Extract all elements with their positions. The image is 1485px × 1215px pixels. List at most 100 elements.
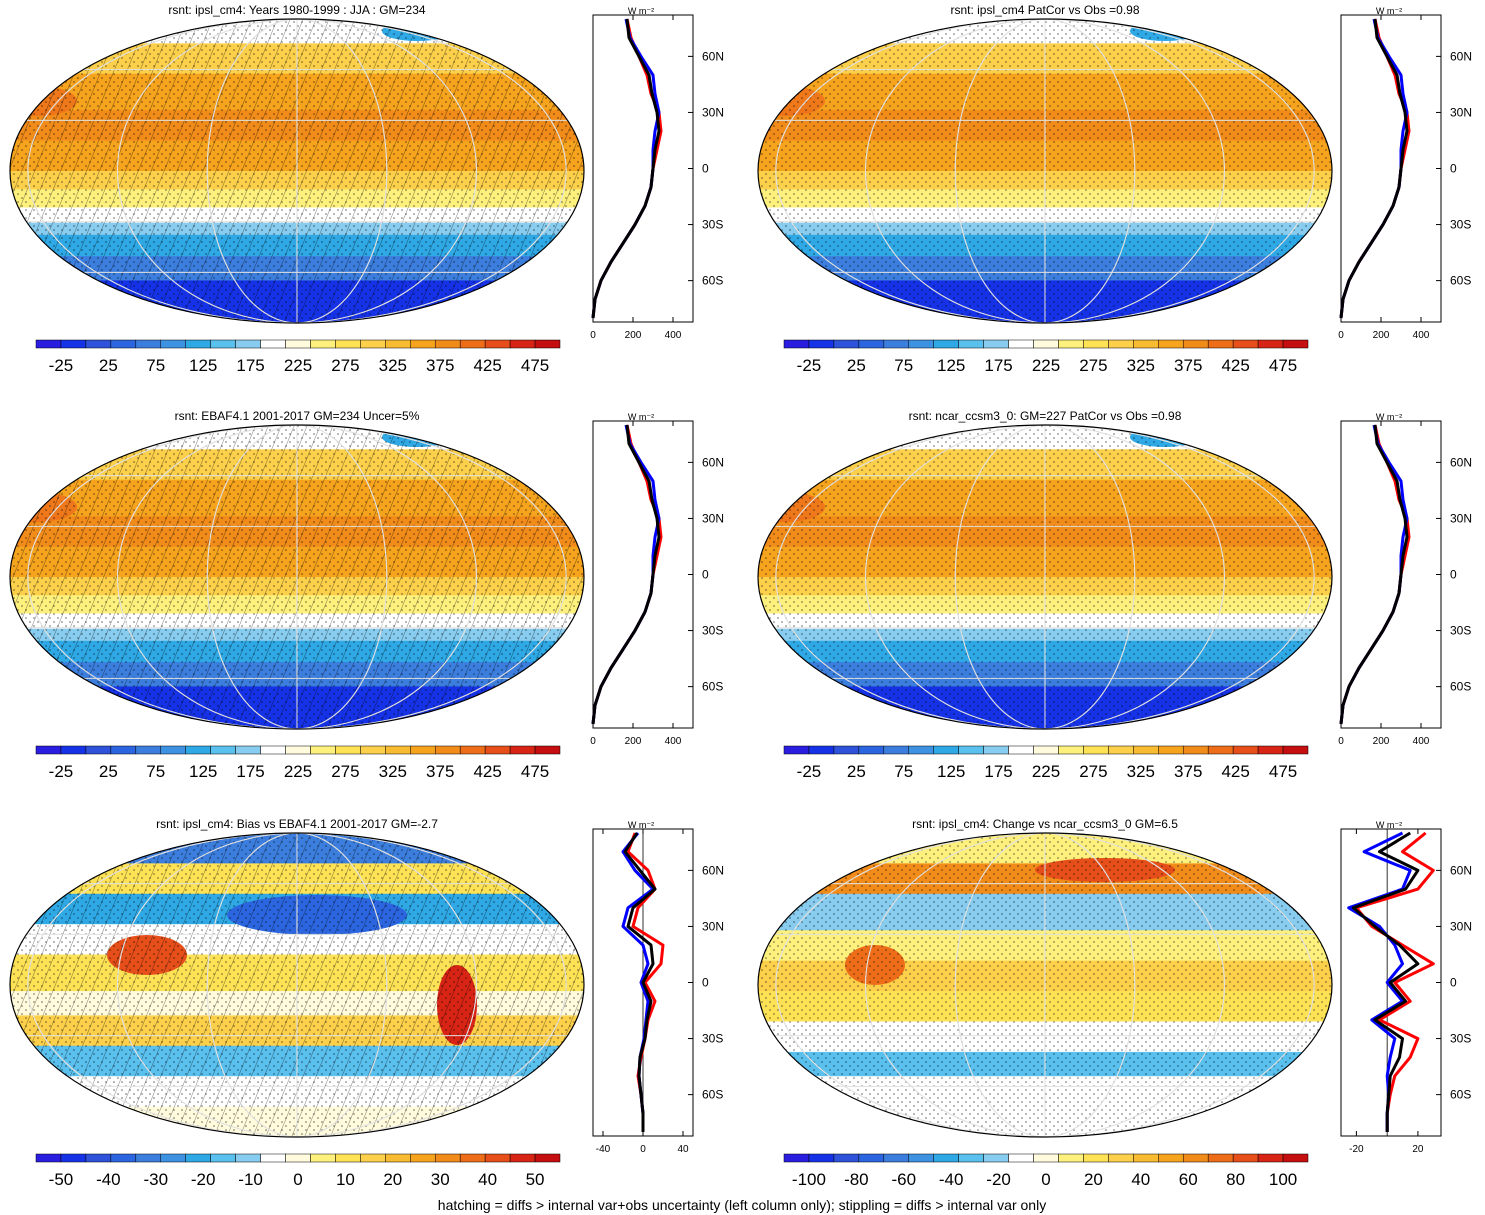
colorbar-label: 325 — [379, 356, 407, 375]
colorbar-label: 225 — [1032, 762, 1060, 781]
profile-x-tick: 0 — [590, 736, 596, 747]
map-outline — [9, 424, 585, 730]
colorbar-label: 325 — [1127, 356, 1155, 375]
profile-lat-label: 60N — [702, 455, 724, 469]
panel-3: rsnt: EBAF4.1 2001-2017 GM=234 Uncer=5% -… — [9, 409, 724, 781]
colorbar-label: 475 — [521, 762, 549, 781]
colorbar-label: -60 — [891, 1170, 916, 1189]
profile-lat-label: 30S — [1450, 218, 1471, 232]
profile-line — [1351, 831, 1420, 1132]
colorbar-label: -40 — [939, 1170, 964, 1189]
profile-unit: W m⁻² — [1376, 820, 1402, 830]
profile-lat-label: 30N — [1450, 105, 1472, 119]
profile-unit: W m⁻² — [628, 6, 654, 16]
profile-lat-label: 30N — [1450, 919, 1472, 933]
profile-lat-label: 0 — [702, 162, 709, 176]
profile-lat-label: 60S — [702, 680, 723, 694]
map — [758, 425, 1332, 729]
panel-title: rsnt: ncar_ccsm3_0: GM=227 PatCor vs Obs… — [909, 409, 1182, 423]
colorbar-label: -25 — [49, 762, 74, 781]
colorbar-label: 25 — [847, 356, 866, 375]
panel-title: rsnt: ipsl_cm4: Bias vs EBAF4.1 2001-201… — [156, 817, 438, 831]
colorbar-label: 125 — [937, 356, 965, 375]
colorbar-label: 125 — [937, 762, 965, 781]
profile-lat-label: 30S — [702, 624, 723, 638]
map — [10, 19, 584, 323]
profile-line — [1354, 831, 1435, 1132]
colorbar: -25 25 75 125 175 225 275 325 375 425 475 — [35, 339, 561, 375]
profile-lat-label: 0 — [702, 568, 709, 582]
profile: W m⁻² 0 200 400 60N 30N 0 30S 60S — [1338, 412, 1472, 747]
profile-lat-label: 30N — [702, 105, 724, 119]
colorbar-label: -20 — [191, 1170, 216, 1189]
colorbar-label: 30 — [431, 1170, 450, 1189]
colorbar-label: 0 — [293, 1170, 302, 1189]
map-outline — [757, 832, 1333, 1138]
colorbar-label: -25 — [49, 356, 74, 375]
profile-lat-label: 30S — [702, 1032, 723, 1046]
colorbar-label: 175 — [984, 762, 1012, 781]
profile-x-tick: 200 — [625, 330, 642, 341]
colorbar-label: 75 — [894, 356, 913, 375]
panel-4: rsnt: ncar_ccsm3_0: GM=227 PatCor vs Obs… — [757, 409, 1472, 781]
profile-lat-label: 60S — [1450, 1088, 1471, 1102]
profile-x-tick: 200 — [1373, 736, 1390, 747]
colorbar-label: 75 — [894, 762, 913, 781]
colorbar-label: 175 — [236, 356, 264, 375]
colorbar-label: 475 — [1269, 762, 1297, 781]
panel-title: rsnt: EBAF4.1 2001-2017 GM=234 Uncer=5% — [175, 409, 420, 423]
profile-x-tick: -40 — [596, 1144, 611, 1155]
colorbar-label: 100 — [1269, 1170, 1297, 1189]
colorbar-label: -50 — [49, 1170, 74, 1189]
profile-lat-label: 60N — [702, 49, 724, 63]
profile: W m⁻² 0 200 400 60N 30N 0 30S 60S — [590, 412, 724, 747]
profile-line — [1339, 18, 1409, 319]
colorbar-label: 20 — [1084, 1170, 1103, 1189]
profile-lat-label: 60S — [702, 1088, 723, 1102]
profile-line — [623, 832, 657, 1132]
profile-x-tick: 0 — [1338, 330, 1344, 341]
colorbar-label: 375 — [1174, 356, 1202, 375]
profile-lat-label: 60N — [1450, 863, 1472, 877]
colorbar: -25 25 75 125 175 225 275 325 375 425 475 — [35, 745, 561, 781]
colorbar-label: 50 — [526, 1170, 545, 1189]
map-outline — [757, 424, 1333, 730]
colorbar-label: 175 — [984, 356, 1012, 375]
map-outline — [757, 18, 1333, 324]
colorbar: -100 -80 -60 -40 -20 0 20 40 60 80 100 — [783, 1153, 1309, 1189]
colorbar-label: 75 — [146, 762, 165, 781]
colorbar: -50 -40 -30 -20 -10 0 10 20 30 40 50 — [35, 1153, 561, 1189]
profile-x-tick: 200 — [1373, 330, 1390, 341]
profile-lat-label: 0 — [1450, 162, 1457, 176]
panel-title: rsnt: ipsl_cm4: Years 1980-1999 : JJA : … — [168, 3, 425, 17]
profile-line — [591, 424, 661, 725]
colorbar-label: 25 — [99, 356, 118, 375]
profile-x-tick: 400 — [1413, 330, 1430, 341]
colorbar-label: -100 — [792, 1170, 826, 1189]
profile-unit: W m⁻² — [1376, 412, 1402, 422]
colorbar-label: 425 — [1221, 356, 1249, 375]
colorbar-label: 125 — [189, 762, 217, 781]
figure-footer: hatching = diffs > internal var+obs unce… — [438, 1197, 1046, 1213]
profile-x-tick: -20 — [1349, 1144, 1364, 1155]
colorbar-label: 60 — [1179, 1170, 1198, 1189]
profile-lat-label: 60S — [1450, 274, 1471, 288]
colorbar-label: 425 — [1221, 762, 1249, 781]
colorbar-label: 325 — [1127, 762, 1155, 781]
colorbar-label: 225 — [1032, 356, 1060, 375]
colorbar-label: 275 — [1079, 356, 1107, 375]
colorbar-label: 10 — [336, 1170, 355, 1189]
colorbar: -25 25 75 125 175 225 275 325 375 425 475 — [783, 339, 1309, 375]
profile-lat-label: 30S — [1450, 624, 1471, 638]
profile: W m⁻² 0 200 400 60N 30N 0 30S 60S — [1338, 6, 1472, 341]
profile-unit: W m⁻² — [1376, 6, 1402, 16]
colorbar-label: 375 — [426, 762, 454, 781]
map-outline — [9, 832, 585, 1138]
colorbar-label: 20 — [383, 1170, 402, 1189]
colorbar-label: 425 — [473, 356, 501, 375]
colorbar-label: 25 — [847, 762, 866, 781]
profile-lat-label: 60N — [702, 863, 724, 877]
colorbar-label: 75 — [146, 356, 165, 375]
colorbar-label: 475 — [1269, 356, 1297, 375]
